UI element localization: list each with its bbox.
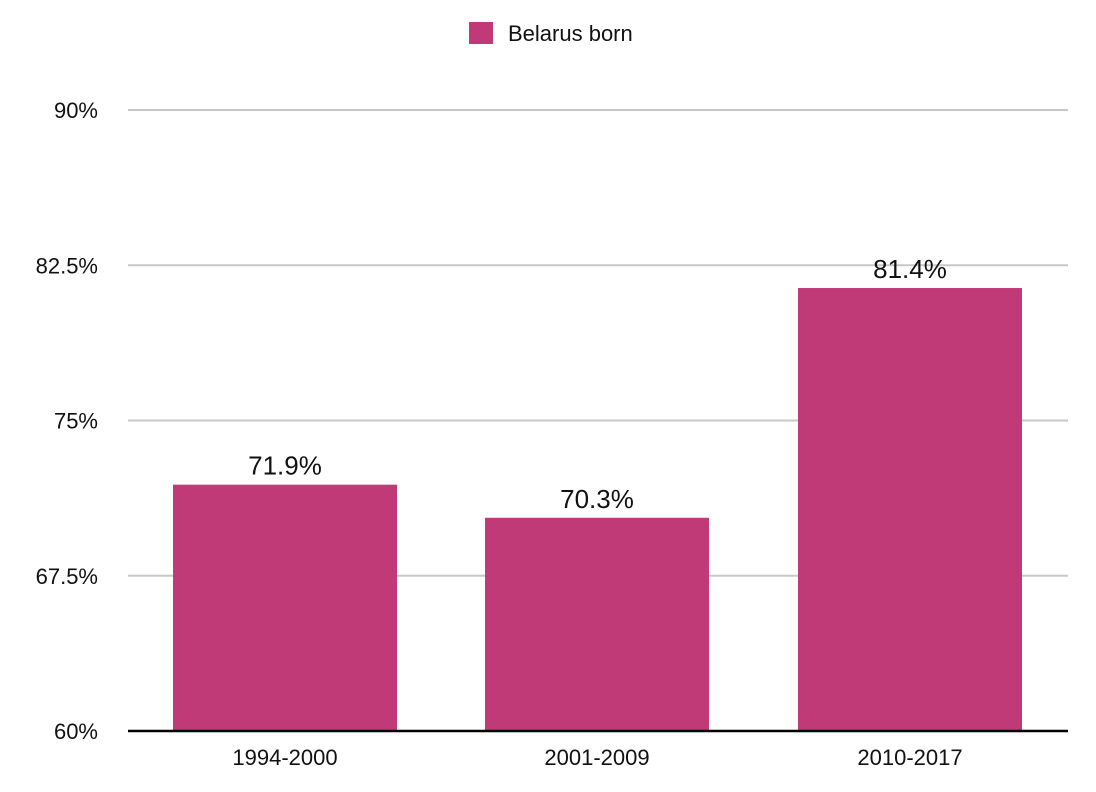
legend-swatch (469, 22, 493, 44)
bar-data-label: 81.4% (873, 254, 947, 284)
data-labels: 71.9% 70.3% 81.4% (248, 254, 947, 514)
bar-data-label: 70.3% (560, 484, 634, 514)
y-axis-tick-labels: 60% 67.5% 75% 82.5% 90% (36, 98, 98, 744)
y-tick-label: 60% (54, 719, 98, 744)
y-tick-label: 75% (54, 409, 98, 434)
x-tick-label: 2010-2017 (857, 745, 962, 770)
x-tick-label: 1994-2000 (232, 745, 337, 770)
x-tick-label: 2001-2009 (544, 745, 649, 770)
legend-label: Belarus born (508, 21, 633, 46)
legend: Belarus born (469, 21, 633, 46)
bar-data-label: 71.9% (248, 451, 322, 481)
bar (173, 484, 397, 731)
x-axis-category-labels: 1994-2000 2001-2009 2010-2017 (232, 745, 962, 770)
bar (485, 517, 709, 731)
bar (798, 288, 1022, 731)
y-tick-label: 90% (54, 98, 98, 123)
bars (173, 288, 1022, 731)
y-tick-label: 82.5% (36, 253, 98, 278)
y-tick-label: 67.5% (36, 564, 98, 589)
